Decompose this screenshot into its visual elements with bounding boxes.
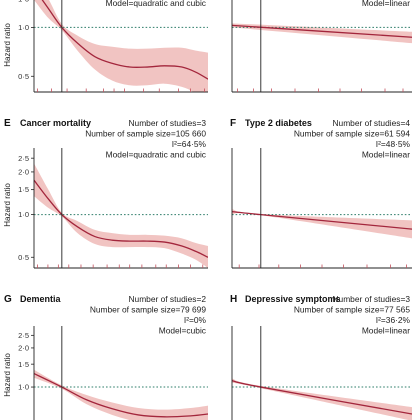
y-axis-label: Hazard ratio	[3, 183, 12, 227]
panel-letter: E	[4, 118, 11, 129]
estimate-curve	[41, 0, 208, 80]
y-axis-label: Hazard ratio	[3, 23, 12, 67]
y-tick-label: 2·0	[18, 168, 29, 177]
stat-text: Model=quadratic and cubic	[106, 150, 206, 160]
stat-text: Number of sample size=77 565	[294, 305, 410, 315]
y-tick-label: 1·0	[18, 383, 29, 392]
panel-title: Dementia	[20, 294, 62, 304]
plot-area	[232, 23, 412, 44]
stat-text: Model=cubic	[159, 326, 206, 336]
stat-text: Number of sample size=61 594	[294, 129, 410, 139]
y-tick-label: 1·5	[18, 185, 29, 194]
plot-area	[34, 369, 208, 420]
plot-area	[232, 378, 412, 420]
stat-text: Model=linear	[362, 326, 410, 336]
confidence-band	[232, 378, 412, 420]
y-tick-label: 0·5	[18, 72, 29, 81]
y-tick-label: 1·5	[18, 0, 29, 3]
stat-text: Number of studies=3	[128, 118, 206, 128]
stat-text: Number of studies=2	[128, 294, 206, 304]
estimate-curve	[34, 179, 208, 258]
plot-area	[232, 209, 412, 239]
confidence-band	[34, 369, 208, 420]
y-tick-label: 1·5	[18, 360, 29, 369]
estimate-curve	[34, 372, 208, 418]
y-tick-label: 1·0	[18, 23, 29, 32]
y-tick-label: 0·5	[18, 253, 29, 262]
stat-text: Number of sample size=105 660	[85, 129, 206, 139]
panel-letter: G	[4, 294, 12, 305]
stat-text: I²=64·5%	[172, 139, 207, 149]
y-tick-label: 2·5	[18, 154, 29, 163]
panel-letter: H	[230, 294, 237, 305]
stat-text: Model=linear	[362, 0, 410, 8]
confidence-band	[232, 23, 412, 44]
stat-text: I²=48·5%	[376, 139, 411, 149]
confidence-band	[34, 163, 208, 268]
y-axis-label: Hazard ratio	[3, 353, 12, 397]
estimate-curve	[232, 210, 412, 230]
panel-letter: F	[230, 118, 236, 129]
plot-area	[34, 0, 208, 92]
panel-title: Cancer mortality	[20, 118, 91, 128]
stat-text: Model=linear	[362, 150, 410, 160]
stat-text: Number of studies=4	[332, 118, 410, 128]
panel-2: Model=linear	[231, 0, 412, 93]
y-tick-label: 2·5	[18, 331, 29, 340]
stat-text: I²=0%	[184, 315, 207, 325]
confidence-band	[232, 209, 412, 239]
y-tick-label: 1·0	[18, 210, 29, 219]
panel-title: Depressive symptoms	[245, 294, 341, 304]
panel-1: 0·5 1·0 1·5 Hazard ratio Model=quadratic and…	[3, 0, 208, 93]
plot-area	[34, 163, 208, 268]
estimate-curve	[232, 24, 412, 38]
stat-text: Number of sample size=79 699	[90, 305, 206, 315]
panel-e: 0·5 1·0 1·5 2·0 2·5 Hazard ratio E Cancer morta…	[3, 118, 208, 269]
confidence-band	[34, 0, 208, 92]
stat-text: I²=36·2%	[376, 315, 411, 325]
stat-text: Model=quadratic and cubic	[106, 0, 206, 8]
y-tick-label: 2·0	[18, 344, 29, 353]
panel-title: Type 2 diabetes	[245, 118, 312, 128]
estimate-curve	[232, 380, 412, 415]
stat-text: Number of studies=3	[332, 294, 410, 304]
panel-f: F Type 2 diabetes Number of studies=4Numbe…	[230, 118, 412, 269]
